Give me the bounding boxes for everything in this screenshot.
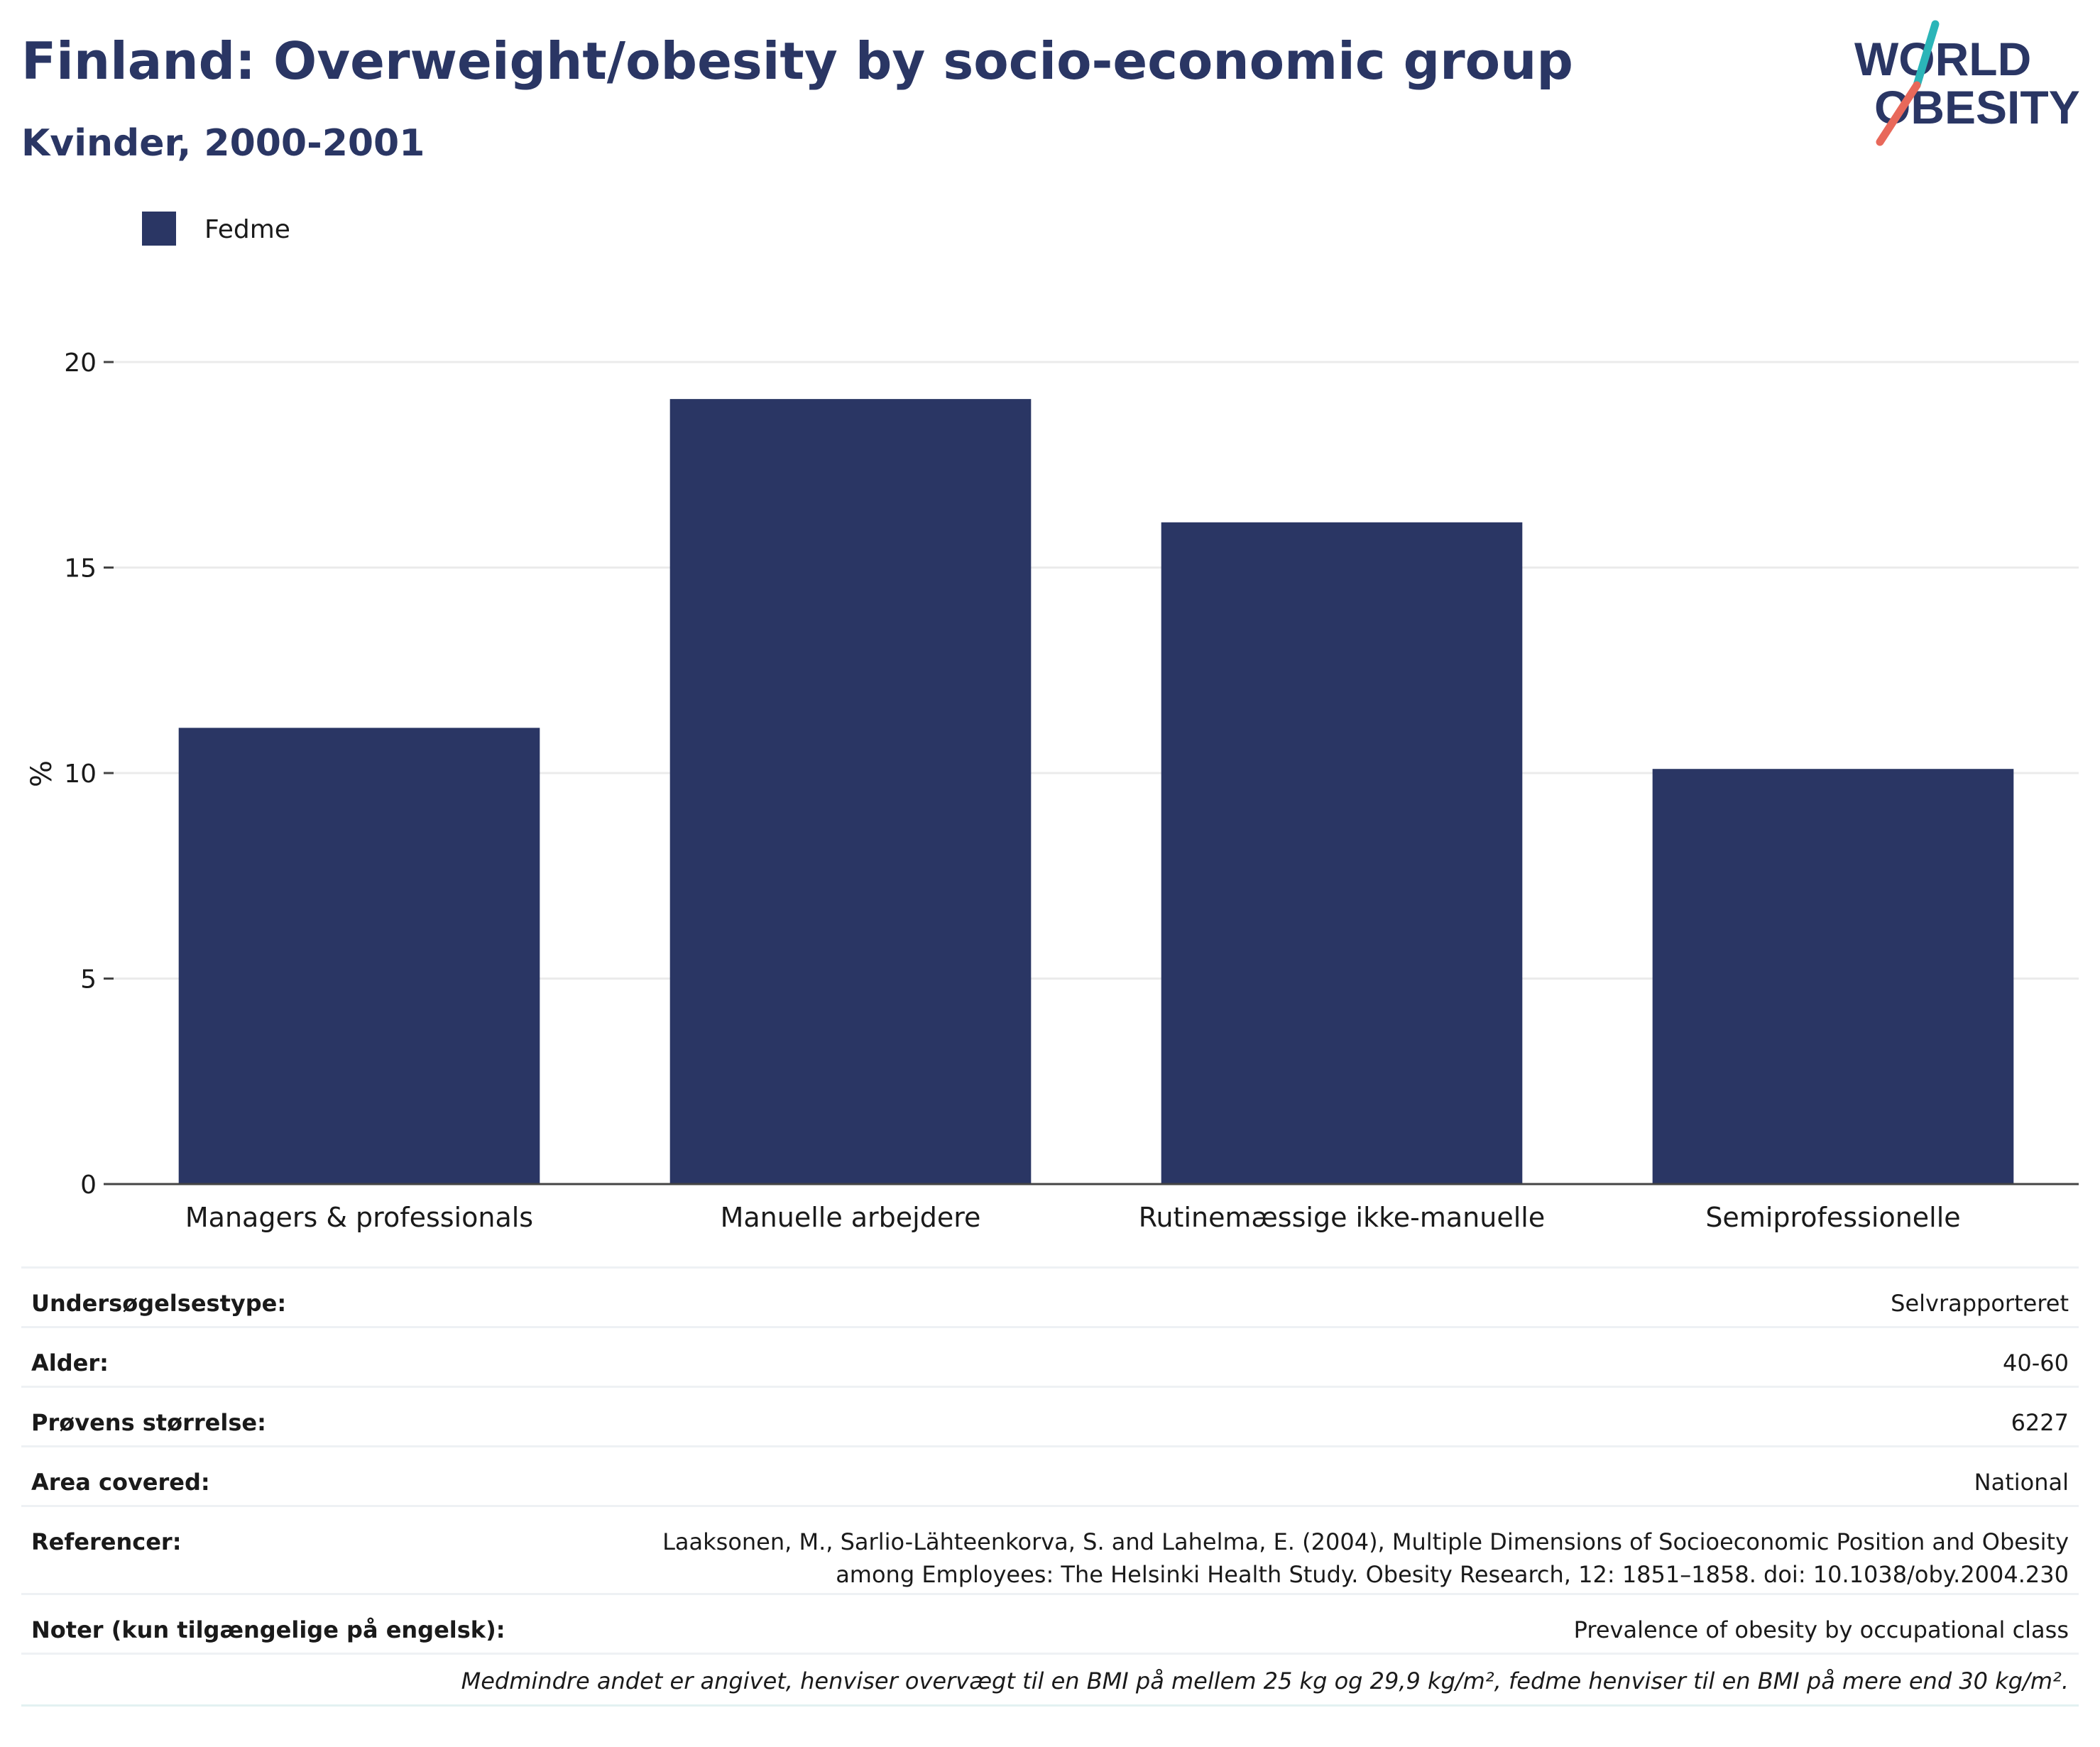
bmi-footnote: Medmindre andet er angivet, henviser ove…: [21, 1653, 2079, 1707]
legend-label-fedme: Fedme: [204, 215, 290, 244]
chart-subtitle: Kvinder, 2000-2001: [21, 122, 425, 165]
x-tick-label: Managers & professionals: [185, 1202, 533, 1233]
y-tick-labels: 0 5 10 15 20: [64, 349, 114, 1200]
info-label: Undersøgelsestype:: [31, 1290, 287, 1317]
info-row-survey-type: Undersøgelsestype: Selvrapporteret: [21, 1266, 2079, 1326]
info-label: Alder:: [31, 1349, 109, 1376]
x-tick-label: Rutinemæssige ikke-manuelle: [1139, 1202, 1545, 1233]
study-info-table: Undersøgelsestype: Selvrapporteret Alder…: [21, 1266, 2079, 1707]
legend: Fedme: [142, 212, 290, 246]
bar[interactable]: [669, 399, 1032, 1184]
bar[interactable]: [178, 728, 540, 1184]
bar[interactable]: [1652, 769, 2014, 1184]
y-tick-label: 10: [64, 760, 97, 789]
info-value: National: [1974, 1469, 2069, 1496]
info-row-notes: Noter (kun tilgængelige på engelsk): Pre…: [21, 1593, 2079, 1653]
info-value-reference: Laaksonen, M., Sarlio-Lähteenkorva, S. a…: [662, 1528, 2069, 1588]
y-tick-label: 15: [64, 554, 97, 584]
info-row-age: Alder: 40-60: [21, 1326, 2079, 1386]
info-label: Prøvens størrelse:: [31, 1409, 266, 1436]
info-value: 6227: [2011, 1409, 2069, 1436]
info-label: Noter (kun tilgængelige på engelsk):: [31, 1616, 505, 1643]
x-tick-labels: Managers & professionals Manuelle arbejde…: [185, 1202, 1961, 1233]
x-tick-label: Semiprofessionelle: [1705, 1202, 1960, 1233]
logo-slash-bottom: [1876, 81, 1921, 146]
info-value: Prevalence of obesity by occupational cl…: [1573, 1616, 2069, 1643]
world-obesity-logo: WORLD OBESITY: [1854, 20, 2080, 146]
bar[interactable]: [1161, 522, 1523, 1184]
info-label: Referencer:: [31, 1528, 182, 1555]
legend-swatch-fedme[interactable]: [142, 212, 176, 246]
info-value: Selvrapporteret: [1891, 1290, 2069, 1317]
info-value: 40-60: [2003, 1349, 2069, 1376]
logo-slash-top: [1913, 20, 1940, 89]
info-row-area-covered: Area covered: National: [21, 1445, 2079, 1505]
info-row-references: Referencer: Laaksonen, M., Sarlio-Lähtee…: [21, 1505, 2079, 1593]
y-tick-label: 5: [80, 965, 97, 995]
y-tick-label: 20: [64, 349, 97, 378]
info-row-sample-size: Prøvens størrelse: 6227: [21, 1386, 2079, 1445]
y-axis-label: %: [26, 760, 58, 787]
info-label: Area covered:: [31, 1469, 210, 1496]
logo-line-1: WORLD: [1854, 33, 2031, 85]
y-tick-label: 0: [80, 1171, 97, 1200]
logo-line-2: OBESITY: [1874, 81, 2080, 133]
chart-title: Finland: Overweight/obesity by socio-eco…: [21, 31, 1573, 91]
x-tick-label: Manuelle arbejdere: [721, 1202, 981, 1233]
bars: [178, 399, 2014, 1184]
